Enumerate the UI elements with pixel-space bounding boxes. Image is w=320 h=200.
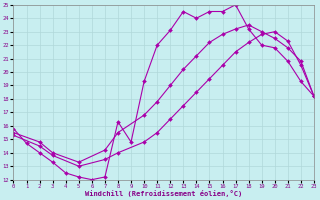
X-axis label: Windchill (Refroidissement éolien,°C): Windchill (Refroidissement éolien,°C) <box>85 190 242 197</box>
